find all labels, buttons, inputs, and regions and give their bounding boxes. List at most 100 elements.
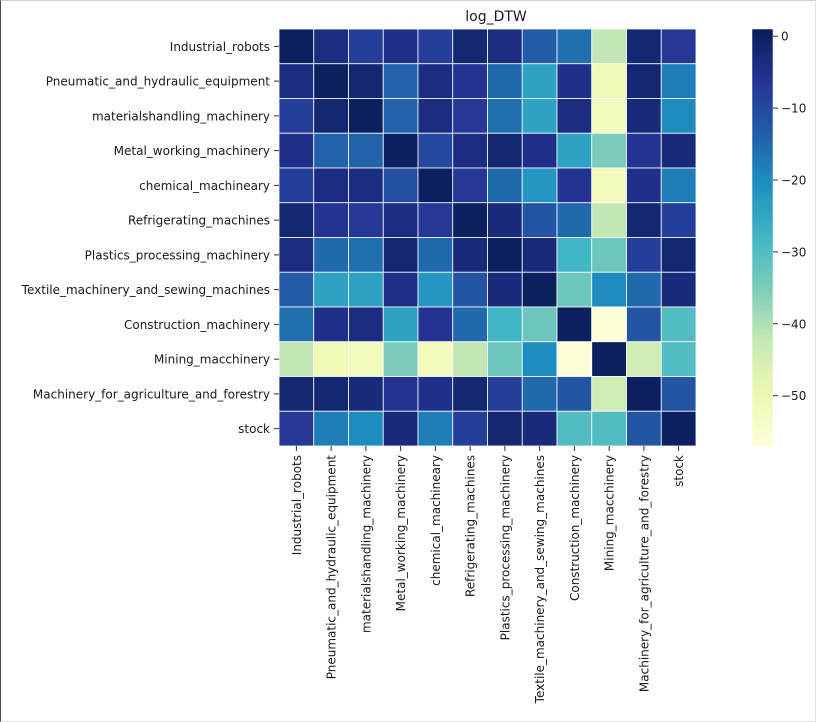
colorbar-segment xyxy=(752,154,773,159)
heatmap-cell xyxy=(556,341,593,377)
colorbar-segment xyxy=(752,320,773,325)
heatmap-cell xyxy=(591,341,627,377)
colorbar-segment xyxy=(752,324,773,329)
colorbar-segment xyxy=(752,442,773,447)
heatmap-cell xyxy=(521,98,558,134)
y-tick-label: stock xyxy=(238,422,270,436)
heatmap-cell xyxy=(382,271,419,308)
heatmap-cell xyxy=(487,98,523,134)
heatmap-cell xyxy=(660,98,697,134)
heatmap-cell xyxy=(521,28,558,65)
colorbar-segment xyxy=(752,35,773,41)
colorbar-tick-label: −30 xyxy=(781,245,806,259)
heatmap-cell xyxy=(278,202,315,238)
heatmap-cell xyxy=(591,376,627,412)
colorbar-segment xyxy=(752,101,773,107)
colorbar-segment xyxy=(752,140,773,145)
heatmap-cell xyxy=(417,63,454,99)
colorbar-segment xyxy=(752,400,773,405)
heatmap-cell xyxy=(452,63,488,99)
heatmap-cell xyxy=(417,306,454,343)
colorbar-segment xyxy=(752,46,773,51)
heatmap-cell xyxy=(591,167,627,204)
heatmap-cell xyxy=(556,28,593,65)
colorbar-segment xyxy=(752,393,773,398)
heatmap-cell xyxy=(348,63,384,99)
heatmap-cell xyxy=(556,237,593,273)
x-tick-label: Construction_machinery xyxy=(568,455,582,601)
colorbar-segment xyxy=(752,53,773,58)
colorbar-segment xyxy=(752,81,773,86)
colorbar-segment xyxy=(752,341,773,346)
colorbar-segment xyxy=(752,227,773,232)
colorbar-segment xyxy=(752,310,773,315)
heatmap-cell xyxy=(382,167,419,204)
colorbar-segment xyxy=(752,383,773,388)
y-tick-label: Machinery_for_agriculture_and_forestry xyxy=(33,387,270,401)
y-axis: Industrial_robots Pneumatic_and_hydraulic… xyxy=(21,40,279,436)
y-tick-label: Pneumatic_and_hydraulic_equipment xyxy=(46,75,271,89)
heatmap-cell xyxy=(382,237,419,273)
y-tick-label: chemical_machineary xyxy=(139,179,270,193)
heatmap-cell xyxy=(348,410,384,447)
heatmap-cell xyxy=(487,271,523,308)
colorbar-segment xyxy=(752,161,773,166)
heatmap-cell xyxy=(417,237,454,273)
heatmap-cell xyxy=(278,376,315,412)
heatmap-cell xyxy=(556,167,593,204)
x-tick-label: Textile_machinery_and_sewing_machines xyxy=(533,455,547,704)
heatmap-cell xyxy=(313,376,349,412)
colorbar-segment xyxy=(752,195,773,200)
colorbar-segment xyxy=(752,435,773,440)
x-tick-label: Plastics_processing_machinery xyxy=(498,455,512,640)
colorbar-segment xyxy=(752,112,773,117)
heatmap-cell xyxy=(660,63,697,99)
colorbar-segment xyxy=(752,289,773,294)
colorbar-segment xyxy=(752,366,773,371)
heatmap-cell xyxy=(591,410,627,447)
colorbar-segment xyxy=(752,91,773,96)
colorbar-segment xyxy=(752,247,773,252)
heatmap-cell xyxy=(521,132,558,169)
colorbar-segment xyxy=(752,147,773,152)
colorbar-segment xyxy=(752,115,773,120)
heatmap-cell xyxy=(556,63,593,99)
heatmap-cell xyxy=(452,271,488,308)
colorbar-segment xyxy=(752,220,773,225)
heatmap-cell xyxy=(417,167,454,204)
colorbar-segment xyxy=(752,216,773,221)
heatmap-cell xyxy=(452,202,488,238)
colorbar-segment xyxy=(752,386,773,391)
heatmap-cell xyxy=(278,410,315,447)
y-tick-label: Plastics_processing_machinery xyxy=(85,248,270,262)
heatmap-cell xyxy=(591,202,627,238)
heatmap-cell xyxy=(382,341,419,377)
colorbar-segment xyxy=(752,331,773,336)
colorbar-segment xyxy=(752,272,773,277)
x-axis: Industrial_robots Pneumatic_and_hydraulic… xyxy=(290,446,686,704)
colorbar-segment xyxy=(752,133,773,138)
heatmap-cell xyxy=(521,306,558,343)
colorbar-segment xyxy=(752,307,773,312)
colorbar-segment xyxy=(752,407,773,412)
heatmap-cell xyxy=(521,202,558,238)
heatmap-cell xyxy=(382,28,419,65)
colorbar-segment xyxy=(752,268,773,273)
colorbar-segment xyxy=(752,334,773,339)
colorbar: 0 −10 −20 −30 −40 −50 xyxy=(751,28,806,447)
colorbar-segment xyxy=(752,359,773,364)
heatmap-cell xyxy=(626,28,662,65)
colorbar-segment xyxy=(752,293,773,298)
heatmap-cell xyxy=(313,410,349,447)
heatmap-cell xyxy=(660,202,697,238)
heatmap-cell xyxy=(313,202,349,238)
heatmap-cell xyxy=(626,132,662,169)
colorbar-segment xyxy=(752,223,773,228)
heatmap-cell xyxy=(348,132,384,169)
heatmap-cell xyxy=(348,237,384,273)
heatmap-cell xyxy=(521,410,558,447)
heatmap-cell xyxy=(556,410,593,447)
y-tick-label: materialshandling_machinery xyxy=(92,109,270,123)
heatmap-cell xyxy=(626,202,662,238)
